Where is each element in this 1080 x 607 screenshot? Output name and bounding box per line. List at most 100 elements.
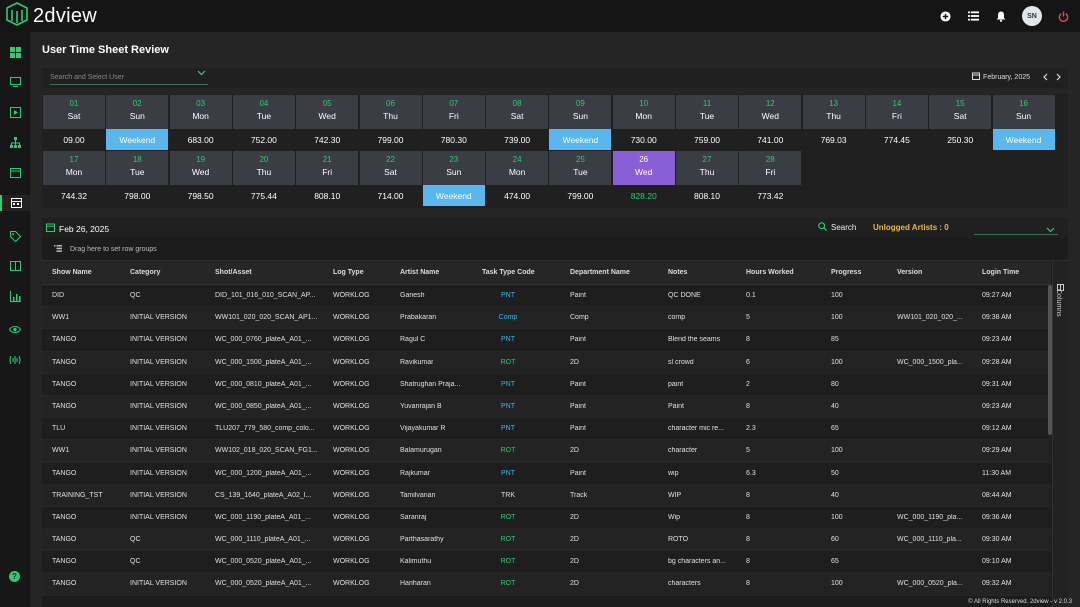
filter-select[interactable]: [974, 221, 1058, 235]
calendar-day[interactable]: 03 Mon 683.00: [169, 95, 232, 150]
user-avatar[interactable]: SN: [1022, 6, 1042, 26]
calendar-day[interactable]: 27 Thu 808.10: [676, 151, 738, 206]
calendar-day[interactable]: 24 Mon 474.00: [486, 151, 549, 206]
calendar-day[interactable]: 26 Wed 828.20: [612, 151, 675, 206]
table-row[interactable]: WW1 INITIAL VERSION WW102_018_020_SCAN_FG1…: [42, 440, 1051, 463]
column-header[interactable]: Notes: [668, 269, 688, 276]
table-row[interactable]: TANGO INITIAL VERSION WC_000_1200_plateA_A…: [42, 462, 1051, 485]
column-header[interactable]: Hours Worked: [746, 269, 794, 276]
column-header[interactable]: Category: [130, 269, 161, 276]
calendar-day[interactable]: 01 Sat 09.00: [43, 95, 105, 150]
calendar-day[interactable]: 16 Sun Weekend: [992, 95, 1055, 150]
day-header: 15 Sat: [929, 95, 992, 129]
row-group-panel[interactable]: Drag here to set row groups: [42, 238, 1068, 261]
table-cell: Hariharan: [400, 580, 431, 588]
table-row[interactable]: TANGO INITIAL VERSION WC_000_0520_plateA_A…: [42, 573, 1051, 596]
day-number: 24: [512, 155, 522, 164]
play-box-icon[interactable]: [7, 104, 23, 120]
table-row[interactable]: TANGO INITIAL VERSION WC_000_1500_plateA_A…: [42, 351, 1051, 374]
table-row[interactable]: TANGO QC WC_000_0520_plateA_A01_... WORKLOG…: [42, 551, 1051, 574]
table-row[interactable]: TLU INITIAL VERSION TLU207_779_580_comp_co…: [42, 418, 1051, 441]
app-name: 2dview: [33, 4, 98, 27]
table-cell: 0.1: [746, 292, 756, 299]
unlogged-artists-count[interactable]: Unlogged Artists : 0: [873, 223, 949, 232]
table-row[interactable]: WW1 INITIAL VERSION WW101_020_020_SCAN_AP1…: [42, 307, 1051, 330]
calendar-day[interactable]: 10 Mon 730.00: [612, 95, 675, 150]
book-icon[interactable]: [7, 258, 23, 274]
calendar-day[interactable]: 04 Tue 752.00: [232, 95, 295, 150]
day-name: Thu: [383, 111, 398, 121]
dashboard-icon[interactable]: [7, 44, 23, 60]
table-cell: 09:12 AM: [982, 425, 1012, 433]
column-header[interactable]: Progress: [831, 269, 862, 276]
column-header[interactable]: Department Name: [570, 269, 630, 276]
user-search-select[interactable]: Search and Select User: [50, 70, 208, 85]
calendar-day[interactable]: 21 Fri 808.10: [296, 151, 359, 206]
calendar-day[interactable]: 05 Wed 742.30: [296, 95, 359, 150]
day-number: 18: [132, 155, 142, 164]
power-icon[interactable]: [1056, 9, 1070, 23]
day-hours-value: 828.20: [612, 185, 675, 206]
table-row[interactable]: TANGO INITIAL VERSION WC_000_0850_plateA_A…: [42, 395, 1051, 419]
table-cell: QC: [130, 292, 141, 299]
table-row[interactable]: TRAINING_TST INITIAL VERSION CS_139_1640_p…: [42, 484, 1051, 507]
table-row[interactable]: TANGO INITIAL VERSION WC_000_1190_plateA_A…: [42, 506, 1051, 530]
notification-bell-icon[interactable]: [994, 9, 1008, 23]
chart-icon[interactable]: [7, 288, 23, 304]
search-button[interactable]: Search: [818, 222, 856, 233]
task-type-code: ROT: [500, 536, 516, 544]
vertical-scrollbar[interactable]: [1048, 285, 1052, 435]
calendar-day[interactable]: 18 Tue 798.00: [106, 151, 169, 206]
month-picker[interactable]: February, 2025: [972, 72, 1030, 82]
table-cell: 80: [831, 380, 839, 388]
calendar-day[interactable]: 08 Sat 739.00: [486, 95, 549, 150]
calendar-day[interactable]: 20 Thu 775.44: [232, 151, 295, 206]
calendar-day[interactable]: 02 Sun Weekend: [106, 95, 169, 150]
calendar-day[interactable]: 22 Sat 714.00: [359, 151, 422, 206]
table-row[interactable]: TANGO INITIAL VERSION WC_000_0810_plateA_A…: [42, 373, 1051, 396]
column-header[interactable]: Task Type Code: [482, 269, 535, 276]
tag-icon[interactable]: [7, 228, 23, 244]
column-header[interactable]: Artist Name: [400, 269, 440, 276]
app-logo[interactable]: 2dview: [6, 1, 98, 31]
help-icon[interactable]: ?: [9, 571, 20, 582]
next-month-icon[interactable]: [1054, 71, 1064, 83]
table-cell: Paint: [570, 425, 586, 433]
column-header[interactable]: Version: [897, 269, 923, 276]
table-row[interactable]: TANGO QC WC_000_1110_plateA_A01_... WORKLOG…: [42, 529, 1051, 552]
calendar-day[interactable]: 11 Tue 759.00: [676, 95, 738, 150]
calendar-day[interactable]: 13 Thu 769.03: [802, 95, 865, 150]
table-cell: 09:27 AM: [982, 292, 1012, 299]
calendar-day[interactable]: 17 Mon 744.32: [43, 151, 105, 206]
monitor-icon[interactable]: [7, 74, 23, 90]
calendar-day[interactable]: 06 Thu 799.00: [359, 95, 422, 150]
eye-icon[interactable]: [7, 321, 23, 337]
calendar-day[interactable]: 14 Fri 774.45: [865, 95, 928, 150]
calendar-icon[interactable]: [7, 164, 23, 180]
table-cell: WORKLOG: [333, 469, 370, 477]
hierarchy-icon[interactable]: [7, 134, 23, 150]
columns-panel-tab[interactable]: Columns: [1052, 261, 1068, 607]
calendar-day[interactable]: 25 Tue 799.00: [549, 151, 612, 206]
column-header[interactable]: Login Time: [982, 269, 1020, 276]
prev-month-icon[interactable]: [1040, 71, 1050, 83]
calendar-day[interactable]: 12 Wed 741.00: [739, 95, 802, 150]
day-name: Fri: [891, 111, 902, 121]
table-row[interactable]: DID QC DID_101_016_010_SCAN_AP... WORKLOG Ga…: [42, 285, 1051, 308]
calendar-day[interactable]: 19 Wed 798.50: [169, 151, 232, 206]
calendar-day[interactable]: 09 Sun Weekend: [549, 95, 612, 150]
task-list-icon[interactable]: [966, 9, 980, 23]
table-row[interactable]: TANGO INITIAL VERSION WC_000_0760_plateA_A…: [42, 329, 1051, 352]
column-header[interactable]: Show Name: [52, 269, 92, 276]
column-header[interactable]: Shot/Asset: [215, 269, 252, 276]
calendar-day[interactable]: 23 Sun Weekend: [422, 151, 485, 206]
day-name: Tue: [573, 167, 588, 177]
table-cell: DID: [52, 292, 65, 299]
column-header[interactable]: Log Type: [333, 269, 364, 276]
add-icon[interactable]: [938, 9, 952, 23]
calendar-day[interactable]: 07 Fri 780.30: [422, 95, 485, 150]
calendar-day[interactable]: 28 Fri 773.42: [739, 151, 802, 206]
signal-icon[interactable]: [7, 352, 23, 368]
timesheet-icon[interactable]: [0, 195, 30, 211]
calendar-day[interactable]: 15 Sat 250.30: [929, 95, 992, 150]
